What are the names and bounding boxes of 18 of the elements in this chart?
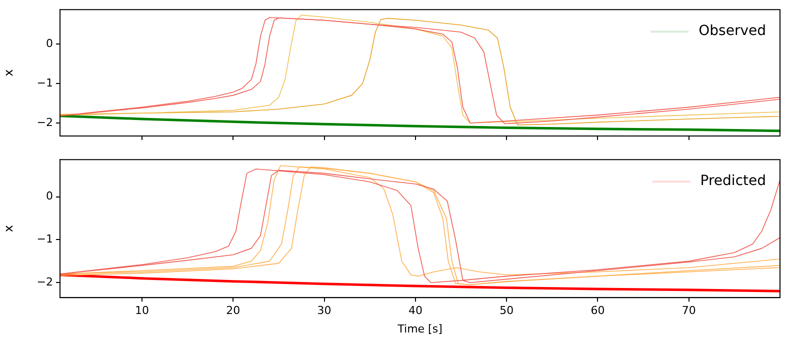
y-axis-title: x xyxy=(1,225,16,232)
x-tick-label: 50 xyxy=(500,304,514,318)
x-tick-label: 30 xyxy=(317,304,332,318)
x-tick-label: 10 xyxy=(135,304,150,318)
y-tick-label: 0 xyxy=(46,190,53,203)
x-tick-label: 70 xyxy=(682,304,696,318)
y-tick-label: −1 xyxy=(36,76,53,90)
y-tick-label: −2 xyxy=(36,116,53,129)
x-tick-label: 40 xyxy=(408,304,422,318)
x-tick-label: 20 xyxy=(226,304,240,318)
y-tick-label: −1 xyxy=(36,232,53,246)
y-tick-label: −2 xyxy=(36,275,53,288)
y-axis-title: x xyxy=(1,69,16,76)
x-axis-title: Time [s] xyxy=(396,322,442,336)
x-tick-label: 60 xyxy=(590,304,605,318)
legend-label: Predicted xyxy=(700,173,766,190)
y-tick-label: 0 xyxy=(46,36,53,50)
legend-label: Observed xyxy=(698,23,766,40)
